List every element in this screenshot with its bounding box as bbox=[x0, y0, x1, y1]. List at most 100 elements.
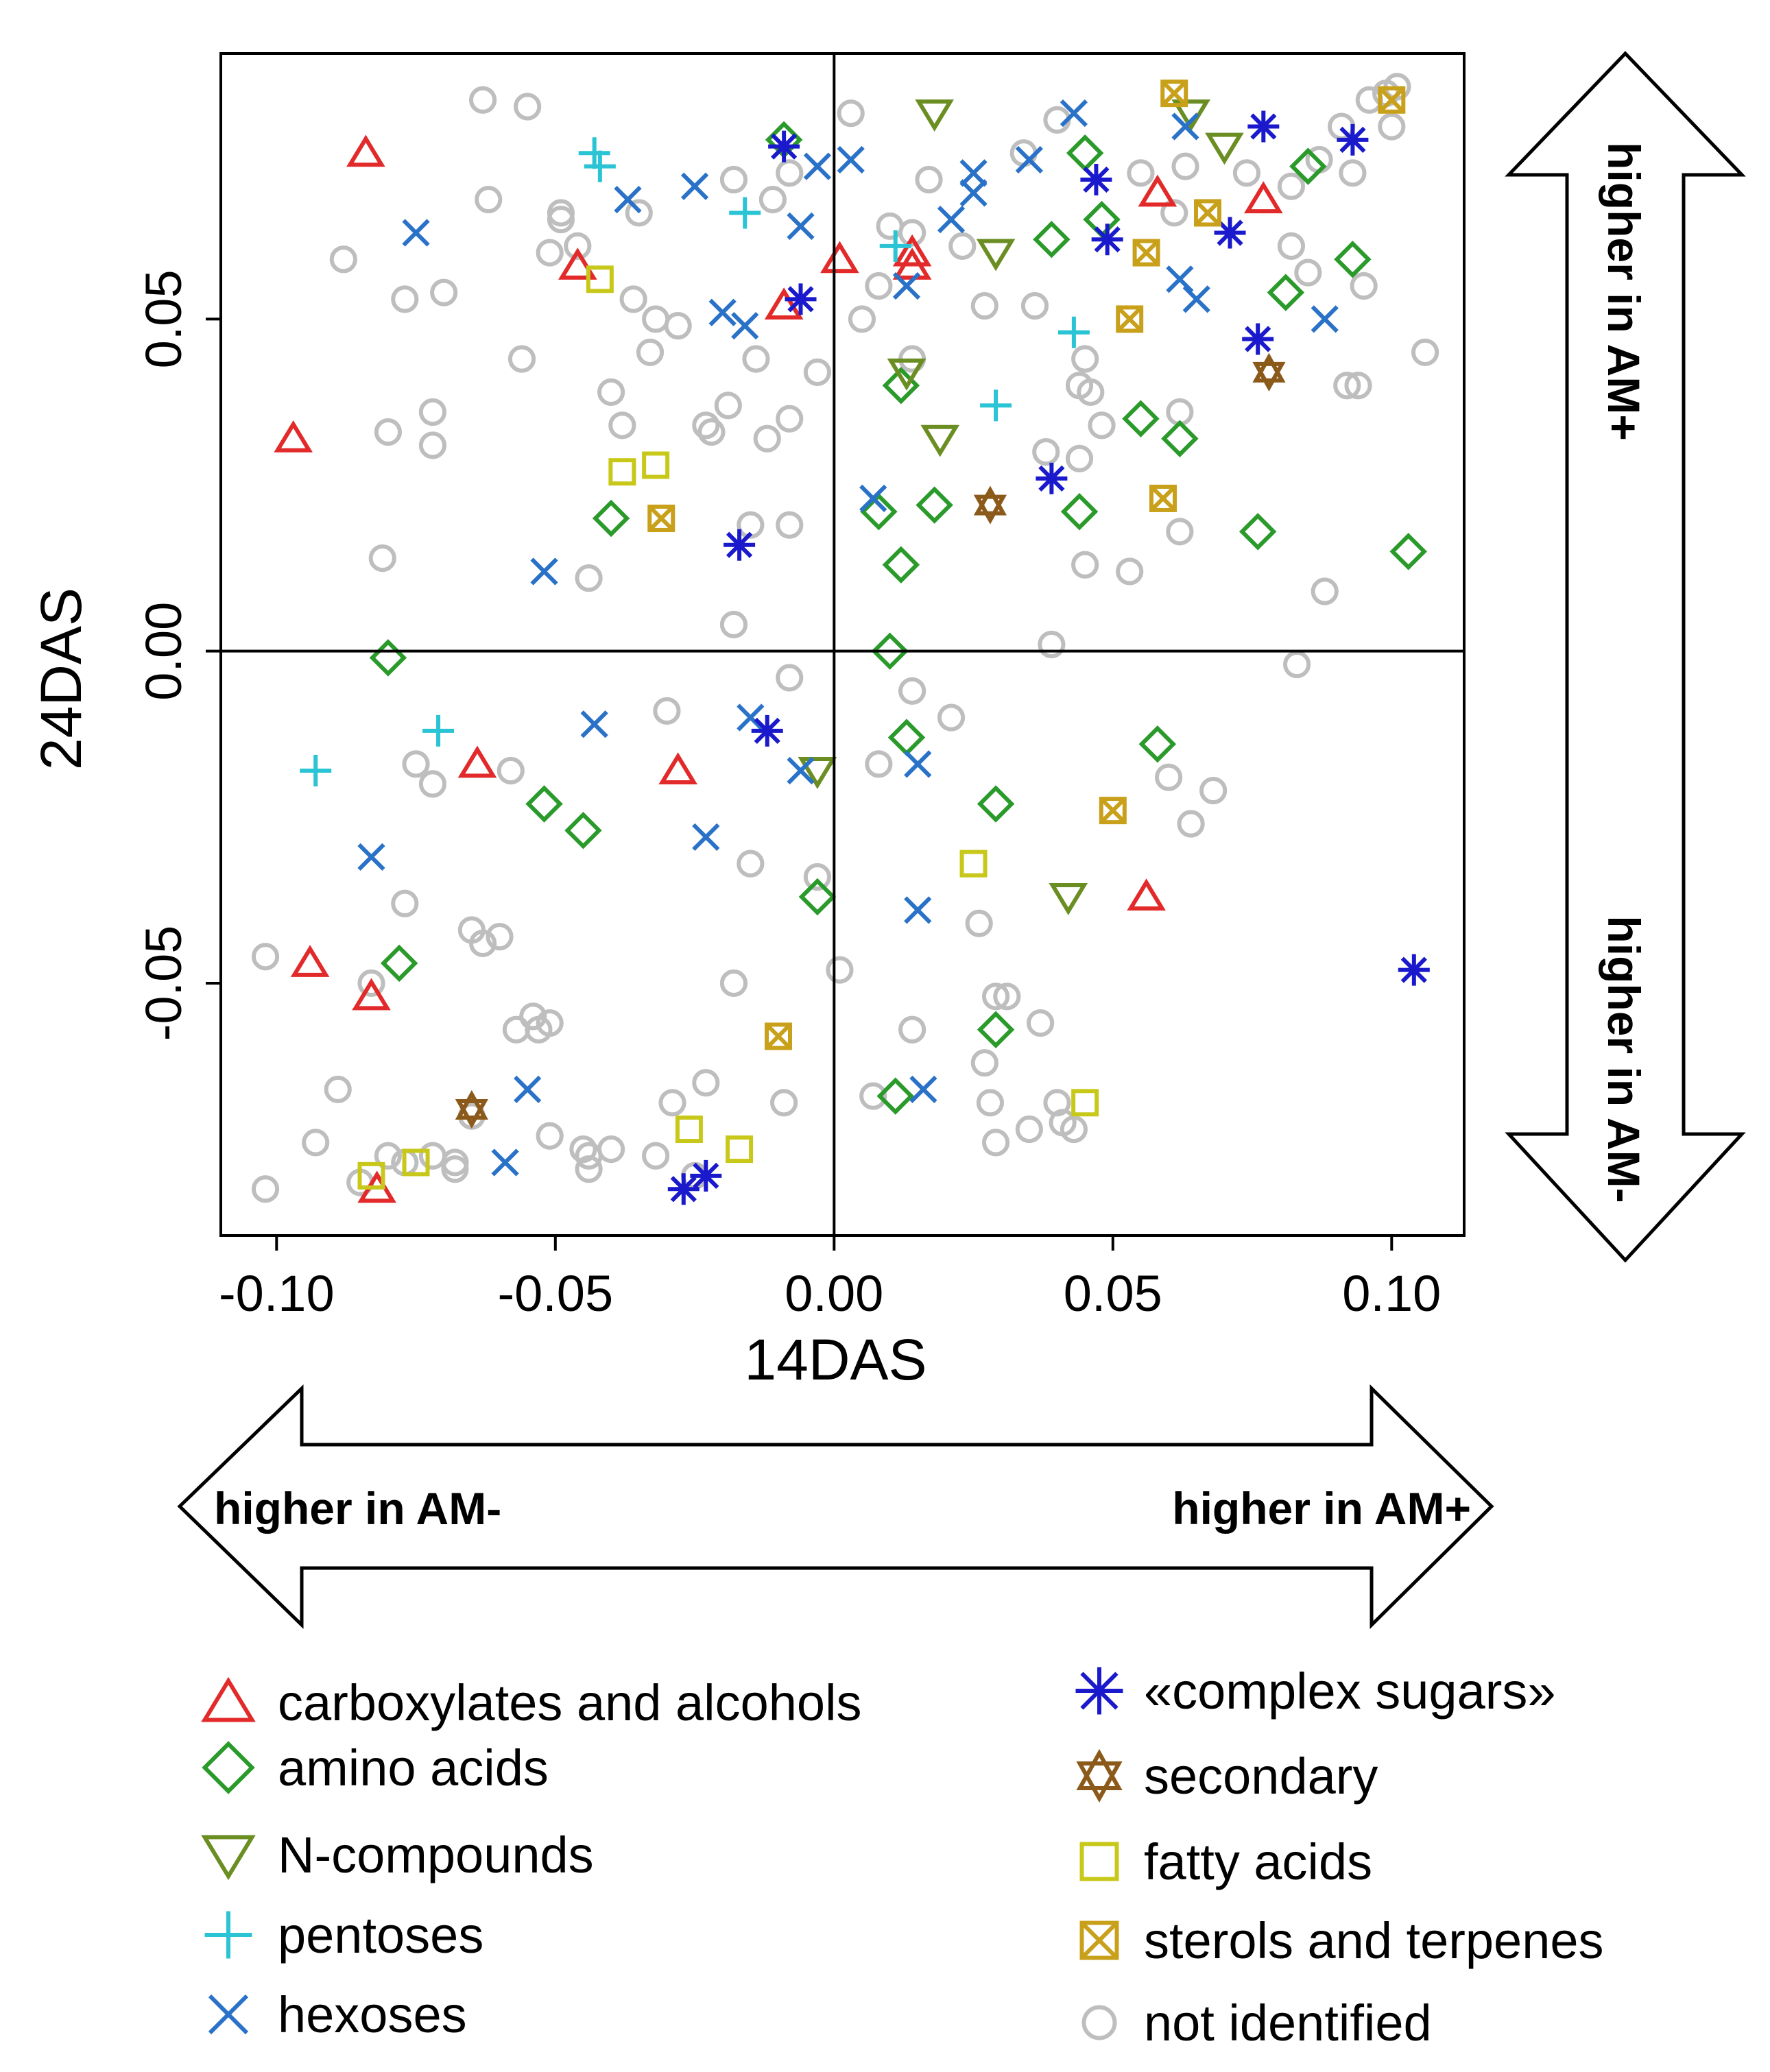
point-not-identified bbox=[753, 424, 781, 453]
point-sterols-and-terpenes bbox=[1378, 86, 1406, 114]
point-amino-acids bbox=[1161, 420, 1199, 457]
point-not-identified bbox=[776, 159, 804, 187]
point-not-identified bbox=[937, 703, 966, 732]
point-fatty-acids bbox=[959, 850, 988, 878]
legend-marker-carboxylates-and-alcohols bbox=[201, 1676, 256, 1722]
point-amino-acids bbox=[1389, 533, 1427, 570]
point-not-identified bbox=[848, 305, 876, 333]
legend-label: N-compounds bbox=[278, 1827, 594, 1883]
point-not-identified bbox=[547, 206, 575, 234]
point-not-identified bbox=[329, 245, 357, 274]
point-carboxylates-and-alcohols bbox=[558, 248, 597, 280]
point-hexoses bbox=[1182, 285, 1210, 313]
point-amino-acids bbox=[1289, 147, 1327, 185]
point-amino-acids bbox=[916, 486, 953, 524]
point-hexoses bbox=[514, 1075, 542, 1104]
point-hexoses bbox=[402, 219, 430, 247]
point-amino-acids bbox=[1267, 274, 1305, 311]
y-tick-label: 0.05 bbox=[135, 269, 192, 368]
point-not-identified bbox=[374, 1142, 403, 1170]
point-complex-sugars bbox=[1091, 224, 1123, 256]
point-n-compounds bbox=[976, 239, 1016, 272]
point-fatty-acids bbox=[1071, 1089, 1099, 1117]
legend-item-not-identified: not identified bbox=[1081, 1995, 1432, 2051]
point-amino-acids bbox=[977, 1011, 1015, 1048]
plot-area bbox=[251, 73, 1439, 1205]
x-tick-label: 0.10 bbox=[1342, 1265, 1441, 1322]
point-amino-acids bbox=[977, 785, 1015, 823]
point-hexoses bbox=[803, 152, 832, 180]
point-not-identified bbox=[469, 929, 497, 957]
point-amino-acids bbox=[1060, 493, 1099, 531]
point-not-identified bbox=[697, 418, 726, 446]
point-amino-acids bbox=[1033, 220, 1071, 258]
point-not-identified bbox=[1015, 1115, 1043, 1144]
point-hexoses bbox=[904, 750, 932, 778]
point-not-identified bbox=[636, 338, 665, 366]
point-not-identified bbox=[642, 1142, 670, 1170]
direction-arrows: higher in AM+ higher in AM-higher in AM-h… bbox=[177, 51, 1746, 1629]
point-not-identified bbox=[251, 1175, 280, 1203]
point-hexoses bbox=[1166, 265, 1194, 293]
point-not-identified bbox=[1020, 291, 1049, 320]
legend-label: pentoses bbox=[278, 1907, 483, 1964]
horizontal-double-arrow bbox=[177, 1384, 1494, 1629]
point-hexoses bbox=[959, 159, 988, 187]
point-not-identified bbox=[776, 405, 804, 433]
legend-marker-complex-sugars bbox=[1075, 1667, 1123, 1715]
point-not-identified bbox=[1333, 372, 1361, 400]
point-amino-acids bbox=[1122, 400, 1160, 437]
y-tick-label: 0.00 bbox=[135, 602, 192, 701]
point-amino-acids bbox=[564, 811, 602, 850]
point-amino-acids bbox=[525, 785, 563, 823]
point-not-identified bbox=[970, 291, 998, 320]
x-tick-label: 0.00 bbox=[785, 1265, 883, 1322]
point-not-identified bbox=[1294, 258, 1322, 287]
point-not-identified bbox=[837, 99, 865, 128]
point-complex-sugars bbox=[1337, 123, 1369, 156]
axes: -0.10 -0.05 0.00 0.05 0.10 14DAS 0.05 0.00 -0.05… bbox=[29, 52, 1466, 1392]
legend-item-amino-acids: amino acids bbox=[202, 1739, 549, 1796]
legend-marker-n-compounds bbox=[201, 1835, 256, 1881]
point-not-identified bbox=[1282, 650, 1311, 679]
point-amino-acids bbox=[369, 639, 407, 677]
point-not-identified bbox=[475, 185, 503, 214]
point-not-identified bbox=[519, 1002, 547, 1031]
point-not-identified bbox=[251, 943, 280, 971]
arrow-label-down: higher in AM- bbox=[1599, 915, 1649, 1203]
point-carboxylates-and-alcohols bbox=[1138, 174, 1177, 207]
point-not-identified bbox=[1199, 776, 1228, 805]
point-not-identified bbox=[619, 285, 647, 313]
point-hexoses bbox=[530, 557, 558, 586]
legend-item-complex-sugars: «complex sugars» bbox=[1075, 1663, 1556, 1720]
point-pentoses bbox=[584, 150, 616, 182]
point-not-identified bbox=[981, 1129, 1010, 1157]
point-hexoses bbox=[580, 710, 608, 738]
legend-marker-pentoses bbox=[204, 1911, 252, 1959]
point-not-identified bbox=[391, 285, 419, 313]
point-fatty-acids bbox=[642, 451, 670, 479]
point-not-identified bbox=[742, 345, 770, 373]
legend-label: «complex sugars» bbox=[1144, 1663, 1556, 1720]
point-fatty-acids bbox=[402, 1148, 430, 1177]
legend-item-n-compounds: N-compounds bbox=[201, 1827, 594, 1883]
point-not-identified bbox=[865, 750, 893, 778]
legend-label: secondary bbox=[1144, 1748, 1378, 1805]
point-carboxylates-and-alcohols bbox=[290, 945, 330, 977]
point-hexoses bbox=[614, 185, 642, 214]
x-axis-title: 14DAS bbox=[744, 1327, 926, 1392]
point-not-identified bbox=[1166, 518, 1194, 546]
point-not-identified bbox=[803, 358, 832, 386]
point-complex-sugars bbox=[723, 529, 756, 561]
point-not-identified bbox=[915, 165, 943, 194]
point-complex-sugars bbox=[690, 1159, 722, 1192]
point-sterols-and-terpenes bbox=[1132, 239, 1160, 267]
point-not-identified bbox=[418, 398, 447, 426]
point-amino-acids bbox=[1083, 200, 1121, 239]
legend-marker-hexoses bbox=[208, 1994, 249, 2035]
legend-label: not identified bbox=[1144, 1995, 1432, 2051]
point-carboxylates-and-alcohols bbox=[658, 752, 697, 785]
vertical-double-arrow bbox=[1505, 51, 1746, 1263]
point-fatty-acids bbox=[675, 1116, 703, 1144]
point-carboxylates-and-alcohols bbox=[820, 241, 859, 274]
